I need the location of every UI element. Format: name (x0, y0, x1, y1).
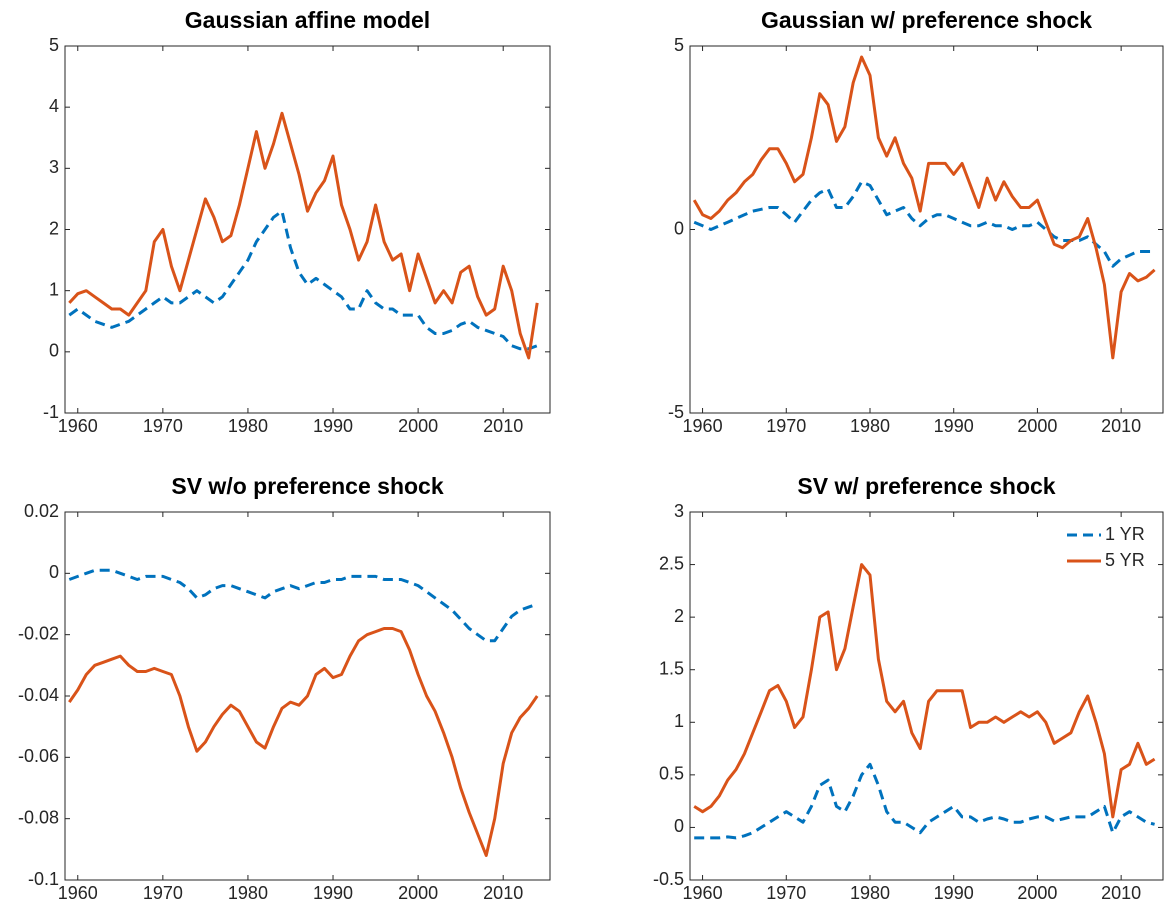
series-line (692, 55, 1156, 360)
x-tick-label: 1990 (934, 883, 974, 903)
y-tick-label: -5 (668, 402, 684, 422)
y-tick-label: 4 (49, 96, 59, 116)
subplot: Gaussian w/ preference shock 1960 1970 1980… (668, 7, 1164, 436)
x-tick-label: 1980 (228, 416, 268, 436)
axes-frame (689, 45, 1164, 414)
x-tick-label: 2000 (398, 883, 438, 903)
x-tick-label: 2010 (1101, 416, 1141, 436)
x-tick-label: 1960 (683, 416, 723, 436)
legend: 1 YR 5 YR (1067, 524, 1145, 570)
y-tick-label: 0 (49, 562, 59, 582)
x-tick-label: 1970 (143, 416, 183, 436)
x-tick-label: 2010 (1101, 883, 1141, 903)
x-tick-label: 2010 (483, 883, 523, 903)
x-tick-label: 1990 (934, 416, 974, 436)
series-line (694, 762, 1155, 840)
y-tick-label: -0.06 (18, 746, 59, 766)
x-tick-label: 2000 (398, 416, 438, 436)
series-line (68, 209, 538, 351)
chart-title: Gaussian w/ preference shock (761, 7, 1092, 33)
x-tick-label: 1960 (58, 883, 98, 903)
y-tick-label: 3 (49, 157, 59, 177)
chart-title: SV w/o preference shock (171, 473, 443, 499)
series-line (68, 111, 539, 360)
series-line (693, 180, 1155, 268)
legend-label: 1 YR (1105, 524, 1145, 544)
x-tick-label: 1980 (850, 883, 890, 903)
x-tick-label: 1990 (313, 416, 353, 436)
plot-area (690, 512, 1163, 880)
x-tick-label: 1980 (850, 416, 890, 436)
y-tick-label: 1.5 (659, 658, 684, 678)
x-tick-label: 1970 (143, 883, 183, 903)
chart-title: Gaussian affine model (185, 7, 430, 33)
y-tick-label: -0.5 (653, 869, 684, 889)
legend-label: 5 YR (1105, 550, 1145, 570)
y-tick-label: 2 (49, 218, 59, 238)
y-tick-label: 2.5 (659, 553, 684, 573)
y-tick-label: -0.08 (18, 807, 59, 827)
series-line (68, 627, 539, 857)
y-tick-label: 5 (49, 35, 59, 55)
axes-frame (64, 45, 551, 414)
chart-title: SV w/ preference shock (797, 473, 1055, 499)
x-tick-label: 1960 (58, 416, 98, 436)
x-tick-label: 1970 (766, 883, 806, 903)
y-tick-label: 1 (674, 711, 684, 731)
axes-frame (689, 511, 1164, 881)
y-tick-label: 5 (674, 35, 684, 55)
y-tick-label: 2 (674, 606, 684, 626)
y-tick-label: -0.02 (18, 623, 59, 643)
subplot: SV w/o preference shock 1960 1970 1980 1990 2… (18, 473, 551, 903)
x-tick-label: 2000 (1017, 883, 1057, 903)
y-tick-label: 0.02 (24, 501, 59, 521)
x-tick-label: 1970 (766, 416, 806, 436)
y-tick-label: 0 (674, 218, 684, 238)
axes-frame (64, 511, 551, 881)
plot-area (65, 46, 550, 413)
x-tick-label: 1990 (313, 883, 353, 903)
y-tick-label: -1 (43, 402, 59, 422)
y-tick-label: -0.1 (28, 869, 59, 889)
x-tick-label: 1960 (683, 883, 723, 903)
y-tick-label: 0.5 (659, 764, 684, 784)
y-tick-label: 3 (674, 501, 684, 521)
x-tick-label: 2000 (1017, 416, 1057, 436)
x-tick-label: 1980 (228, 883, 268, 903)
y-tick-label: 0 (49, 341, 59, 361)
y-tick-label: 1 (49, 279, 59, 299)
series-line (693, 563, 1156, 819)
y-tick-label: -0.04 (18, 685, 59, 705)
subplot: Gaussian affine model 1960 1970 1980 1990 200… (43, 7, 551, 436)
x-tick-label: 2010 (483, 416, 523, 436)
y-tick-label: 0 (674, 816, 684, 836)
series-line (68, 568, 538, 643)
